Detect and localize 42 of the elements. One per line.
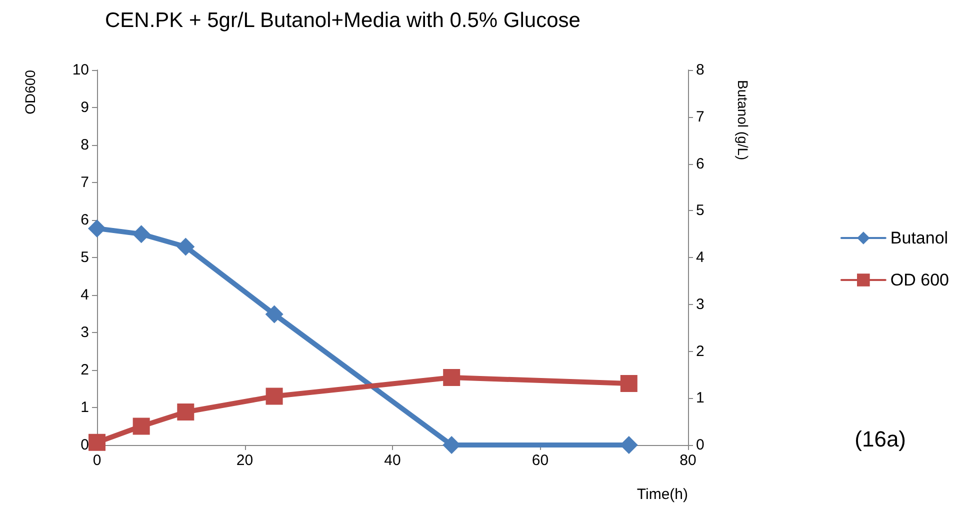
x-axis-title: Time(h)	[636, 486, 688, 503]
chart-title: CEN.PK + 5gr/L Butanol+Media with 0.5% Glucose	[105, 9, 580, 32]
y2-tick-label: 1	[696, 390, 704, 407]
point	[177, 404, 194, 420]
point	[620, 375, 638, 392]
y-tick-label: 1	[80, 399, 89, 416]
point	[132, 225, 150, 244]
legend-label: Butanol	[890, 228, 948, 248]
y2-tick-label: 3	[696, 296, 704, 313]
y-tick-label: 7	[80, 174, 89, 191]
y2-tick-label: 2	[696, 342, 704, 360]
point	[265, 305, 284, 324]
y-tick-label: 10	[72, 62, 89, 78]
y2-axis-title: Butanol (g/L)	[735, 80, 751, 160]
y2-tick-label: 7	[696, 108, 704, 126]
x-tick-label: 40	[384, 452, 401, 469]
x-tick-label: 60	[532, 452, 549, 469]
text: (16a)	[854, 426, 906, 452]
y-tick-label: 3	[80, 324, 89, 341]
y-axis-title: OD600	[22, 70, 38, 114]
point	[176, 238, 195, 256]
y2-tick-label: 6	[696, 155, 704, 172]
y2-tick-label: 4	[696, 249, 704, 266]
point	[266, 388, 283, 405]
y2-tick-label: 0	[696, 436, 704, 454]
y-tick-label: 4	[80, 286, 89, 304]
point	[88, 219, 106, 238]
y-tick-label: 8	[80, 136, 89, 154]
legend-label: OD 600	[890, 270, 950, 290]
x-tick-label: 20	[236, 452, 254, 469]
point	[443, 369, 460, 386]
y-tick-label: 5	[80, 249, 89, 266]
y-tick-label: 9	[80, 99, 89, 116]
y-tick-label: 2	[80, 362, 89, 378]
y2-tick-label: 8	[696, 62, 704, 78]
point	[88, 434, 106, 451]
y-tick-label: 6	[80, 212, 89, 228]
y2-tick-label: 5	[696, 202, 704, 220]
point	[132, 418, 150, 435]
x-tick-label: 0	[92, 452, 102, 469]
y-tick-label: 0	[80, 436, 89, 454]
x-tick-label: 80	[680, 452, 696, 469]
